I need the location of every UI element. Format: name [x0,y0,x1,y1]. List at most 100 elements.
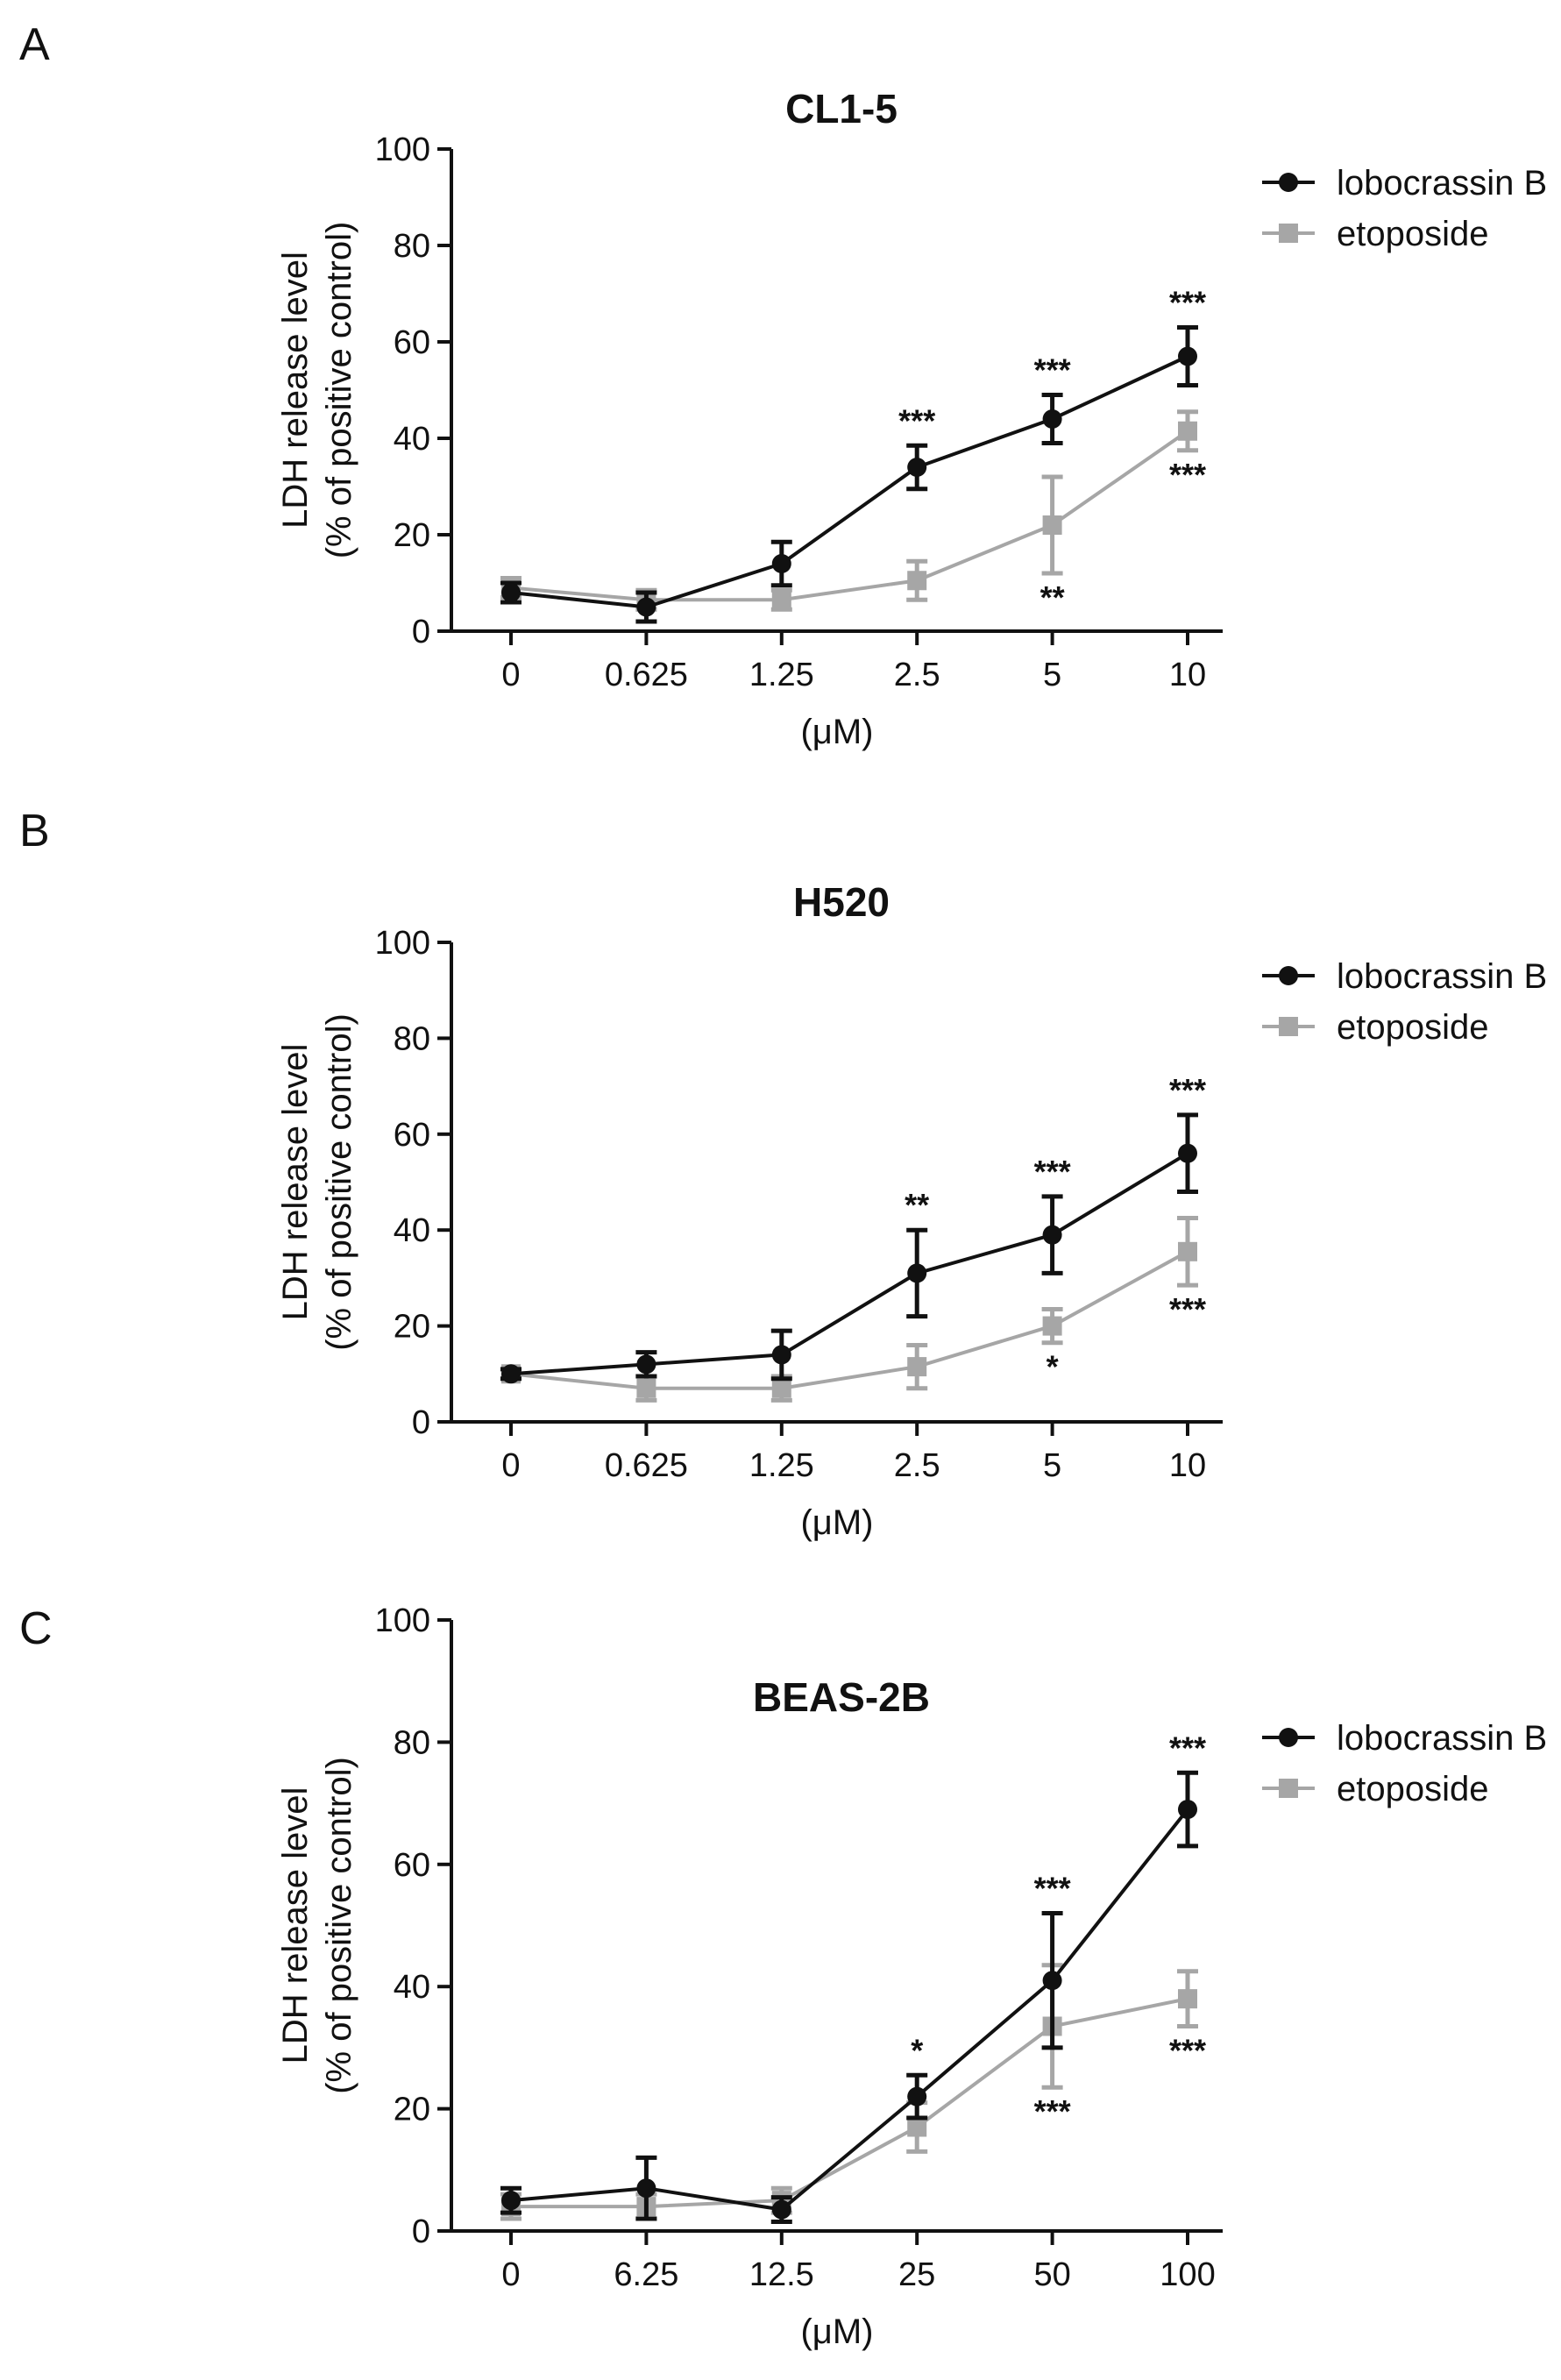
legend-item: lobocrassin B [1262,164,1547,202]
series-line [510,1808,1189,2212]
y-tick-label: 20 [394,517,430,554]
legend-item: lobocrassin B [1262,957,1547,996]
x-tick-label: 10 [1169,657,1206,693]
data-point [501,583,521,602]
y-tick-label: 0 [412,2213,430,2250]
series-lobocrassin-b: ******** [500,1072,1206,1384]
series-etoposide: *** *** [500,1963,1206,2221]
series-line [510,354,1188,609]
y-tick-label: 80 [394,1724,430,1761]
data-point [907,458,927,477]
data-point [1042,1971,1062,1991]
y-axis-label: LDH release level (% of positive control) [276,222,358,559]
data-point [1178,421,1197,441]
significance-label: * [1047,1349,1059,1385]
y-tick-label: 60 [394,1117,430,1154]
y-tick-label: 40 [394,421,430,458]
x-tick-label: 0 [501,2256,520,2293]
y-axis-label-line: (% of positive control) [320,1757,358,2094]
x-tick-label: 2.5 [894,1447,940,1484]
x-tick-label: 50 [1033,2256,1070,2293]
panel-letter: B [19,806,50,856]
series-line [510,1151,1189,1376]
series-line [510,1250,1188,1390]
y-tick-label: 0 [412,614,430,650]
data-point [907,571,927,591]
x-tick-label: 100 [1160,2256,1215,2293]
chart-title: CL1-5 [785,86,898,131]
significance-label: *** [898,402,935,438]
x-tick-label: 25 [898,2256,935,2293]
data-point [501,2191,521,2211]
panel-letter: A [19,19,50,70]
chart-panel-a: A CL1-5 0 20 40 60 80 100 0 0.625 1.25 2.5 5 10 (μM) LD… [19,19,1547,751]
chart-title: H520 [793,879,890,925]
legend-marker [1279,1728,1298,1747]
series-line [510,430,1189,602]
significance-label: ** [905,1187,929,1223]
data-point [771,2199,791,2220]
x-tick-label: 12.5 [749,2256,814,2293]
y-tick-label: 40 [394,1212,430,1249]
legend-marker [1279,173,1298,192]
data-point [1042,515,1062,535]
y-tick-label: 0 [412,1404,430,1441]
legend-label: etoposide [1337,215,1488,253]
data-point [636,2178,656,2199]
data-point [771,554,791,573]
x-tick-label: 0 [501,657,520,693]
significance-label: * [911,2032,923,2068]
significance-label: ** [1040,579,1065,615]
legend-item: etoposide [1262,1770,1488,1808]
series-line [511,1997,1188,2209]
legend-label: etoposide [1337,1770,1488,1808]
series-lobocrassin-b: *** *** *** [500,285,1206,624]
data-point [1178,1143,1197,1163]
data-point [501,1364,521,1384]
y-axis-label: LDH release level (% of positive control) [276,1757,358,2094]
y-tick-label: 100 [375,131,430,168]
y-axis-label-line: LDH release level [276,1044,315,1321]
x-tick-label: 0 [501,1447,520,1484]
significance-label: *** [1169,285,1206,321]
x-tick-label: 10 [1169,1447,1206,1484]
y-tick-label: 40 [394,1969,430,2006]
x-tick-label: 5 [1043,657,1061,693]
x-tick-label: 5 [1043,1447,1061,1484]
legend-marker [1279,1779,1298,1798]
data-point [636,1354,656,1375]
significance-label: *** [1169,1291,1206,1327]
y-tick-label: 60 [394,324,430,361]
data-point [1178,346,1197,366]
x-tick-label: 1.25 [749,657,814,693]
legend-marker [1279,1017,1298,1036]
legend-item: etoposide [1262,215,1488,253]
significance-label: *** [1034,2093,1071,2129]
data-point [1042,409,1062,429]
data-point [907,1357,927,1377]
data-point [1178,1241,1197,1261]
data-point [1178,1989,1197,2009]
legend-item: etoposide [1262,1008,1488,1047]
significance-label: *** [1034,352,1071,388]
y-tick-label: 100 [375,925,430,962]
legend-marker [1279,966,1298,985]
significance-label: *** [1169,1730,1206,1765]
x-axis-label: (μM) [800,713,873,751]
y-tick-label: 80 [394,1020,430,1057]
y-tick-label: 20 [394,2092,430,2128]
data-point [636,597,656,617]
data-point [1042,1225,1062,1245]
significance-label: *** [1034,1871,1071,1907]
x-axis-label: (μM) [800,1503,873,1542]
significance-label: *** [1169,1072,1206,1108]
legend-marker [1279,224,1298,243]
y-tick-label: 100 [375,1602,430,1639]
data-point [1178,1800,1197,1820]
x-tick-label: 1.25 [749,1447,814,1484]
data-point [636,1378,656,1398]
data-point [771,1378,791,1398]
x-tick-label: 2.5 [894,657,940,693]
y-tick-label: 80 [394,228,430,265]
